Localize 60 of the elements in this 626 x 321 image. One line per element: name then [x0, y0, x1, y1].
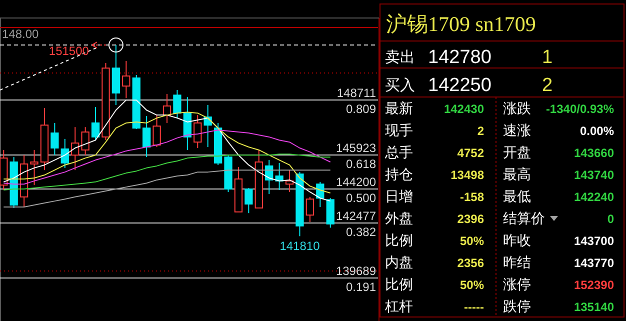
text: 买入 [385, 76, 415, 94]
text: 143660 [574, 146, 614, 160]
text: 0 [607, 212, 614, 226]
ref-line-label: 139689 [336, 264, 376, 278]
ref-line-label: 144200 [336, 175, 376, 190]
ref-line-label: 148711 [336, 86, 376, 100]
text: 速涨 [503, 123, 531, 139]
text: 13498 [450, 168, 484, 182]
annotation: 0.618 [346, 157, 376, 172]
text: 0.00% [580, 124, 614, 138]
text: 2356 [457, 256, 484, 270]
text: 昨收 [503, 233, 531, 249]
text: 142780 [428, 47, 492, 68]
text: 现手 [385, 123, 413, 139]
text: 卖出 [385, 48, 415, 66]
text: 比例 [385, 277, 413, 293]
text: 142430 [444, 102, 484, 116]
text: 持仓 [385, 167, 413, 183]
text: 50% [460, 278, 484, 292]
text: -158 [460, 190, 484, 204]
annotation: 0.382 [346, 225, 376, 240]
text: -1340/0.93% [546, 102, 614, 116]
text: 135140 [574, 300, 614, 314]
text: 涨跌 [503, 101, 531, 117]
ref-line-label: 142477 [336, 209, 376, 224]
text: 跌停 [503, 299, 531, 315]
text: 143770 [574, 256, 614, 270]
text: 143700 [574, 234, 614, 248]
annotation: 0.191 [346, 280, 376, 294]
annotation: 151500 [48, 44, 90, 58]
text: 4752 [457, 146, 484, 160]
text: 1 [542, 47, 553, 68]
text: 最低 [503, 189, 531, 205]
text: 152390 [574, 278, 614, 292]
text: 杠杆 [384, 299, 413, 315]
text: 日增 [385, 189, 413, 205]
annotation: 148.00 [2, 27, 40, 41]
text: 最新 [385, 101, 413, 117]
text: 内盘 [385, 255, 413, 271]
text: 外盘 [385, 211, 413, 227]
text: 沪锡1709 sn1709 [386, 12, 536, 36]
text: 涨停 [503, 277, 531, 293]
text: 总手 [384, 145, 413, 161]
text: 最高 [503, 167, 531, 183]
text: 结算价 [503, 211, 545, 227]
annotation: 141810 [280, 239, 320, 254]
text: 昨结 [503, 255, 531, 271]
text: 比例 [385, 233, 413, 249]
text: ----- [464, 300, 484, 314]
text: 2 [477, 124, 484, 138]
text: 2 [542, 75, 553, 96]
ref-line-label: 145923 [336, 141, 376, 156]
text: 2396 [457, 212, 484, 226]
text: 142250 [428, 75, 492, 96]
text: 开盘 [503, 145, 531, 161]
annotation: 0.809 [346, 102, 376, 116]
text: 50% [460, 234, 484, 248]
text: 142240 [574, 190, 614, 204]
text: 143740 [574, 168, 614, 182]
annotation: 0.500 [346, 191, 376, 206]
